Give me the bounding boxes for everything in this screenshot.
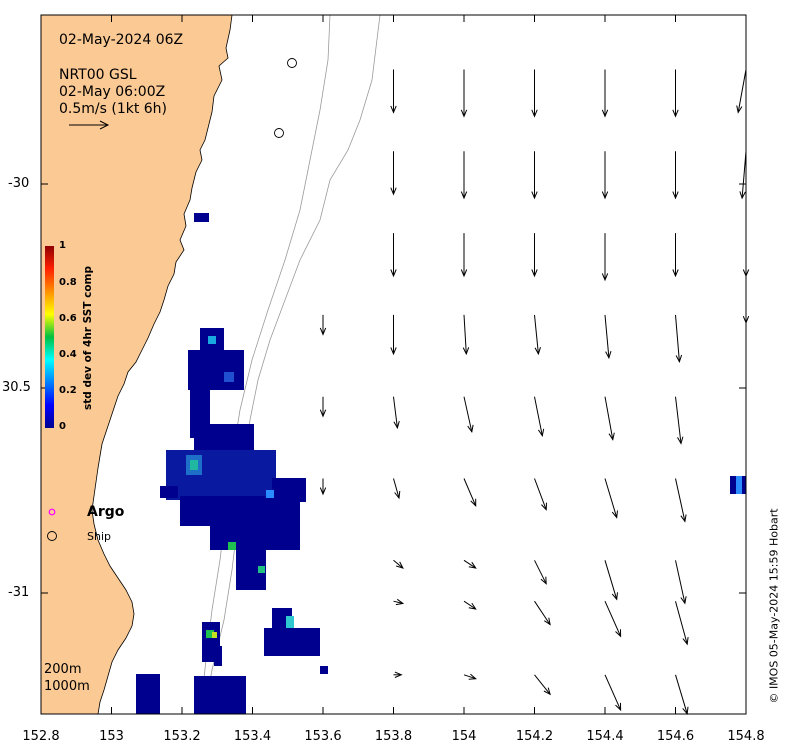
current-vector (393, 478, 401, 500)
colorbar-tick: 0.6 (59, 313, 77, 324)
lon-tick-label: 153.4 (233, 729, 272, 744)
current-vector (393, 559, 404, 569)
current-vector (604, 600, 622, 638)
current-vector (534, 314, 541, 356)
current-vector (390, 69, 397, 114)
current-vector (675, 314, 683, 363)
isobath-200m (199, 14, 331, 715)
current-vector (463, 673, 477, 680)
ship-marker (287, 58, 297, 68)
valid-time: 02-May 06:00Z (59, 84, 166, 100)
current-vector (534, 600, 551, 626)
current-vector (460, 233, 468, 278)
colorbar-tick: 0 (59, 421, 66, 432)
scale-arrow (69, 120, 110, 130)
lon-tick-label: 152.8 (22, 729, 60, 744)
current-vector (531, 151, 538, 200)
lon-tick-label: 153.6 (304, 729, 342, 744)
current-vector (531, 69, 538, 118)
colorbar (45, 246, 54, 428)
current-vector (534, 674, 551, 696)
current-vector (463, 396, 474, 434)
current-vector (672, 151, 679, 200)
lon-tick-label: 154.4 (586, 729, 624, 744)
current-vector (604, 314, 612, 360)
current-vector (460, 151, 468, 200)
map-title: 02-May-2024 06Z (59, 32, 184, 48)
lon-tick-label: 153.8 (374, 729, 413, 744)
lat-tick-label: 30.5 (2, 380, 31, 395)
current-vector (736, 69, 747, 114)
current-vector (390, 151, 397, 196)
current-vector (390, 314, 397, 356)
current-vector (393, 598, 405, 606)
scale-label: 0.5m/s (1kt 6h) (59, 101, 168, 117)
axis-ticks (40, 15, 747, 714)
land-mass (40, 14, 233, 715)
ship-marker (274, 128, 284, 138)
current-vector (531, 233, 538, 278)
current-vector (534, 560, 547, 585)
current-vector (604, 396, 615, 441)
current-vector (463, 600, 477, 610)
current-vector (319, 478, 327, 496)
colorbar-tick: 0.4 (59, 349, 77, 360)
current-vector (601, 233, 609, 282)
current-vector (739, 151, 747, 200)
ship-legend-marker (47, 531, 57, 541)
current-vector (319, 396, 327, 418)
lon-tick-label: 154 (451, 729, 477, 744)
current-vector (463, 559, 477, 569)
current-vector (601, 69, 609, 118)
lat-tick-label: -30 (8, 176, 30, 191)
current-vector (672, 69, 679, 118)
current-vector (604, 560, 618, 601)
credit-text: © IMOS 05-May-2024 15:59 Hobart (767, 508, 781, 704)
colorbar-label: std dev of 4hr SST comp (82, 266, 94, 410)
current-vector (672, 233, 679, 278)
current-vector (675, 601, 689, 646)
current-vector (462, 314, 470, 356)
colorbar-tick: 1 (59, 240, 66, 251)
current-vector (675, 478, 687, 523)
current-vector (534, 478, 547, 511)
colorbar-tick: 0.8 (59, 277, 77, 288)
ship-legend-label: Ship (87, 530, 111, 543)
current-vector (390, 233, 397, 278)
lon-tick-label: 154.8 (727, 729, 765, 744)
current-vectors (319, 69, 750, 716)
argo-legend-marker (48, 508, 56, 516)
lat-tick-label: -31 (8, 585, 30, 600)
product-label: NRT00 GSL (59, 67, 137, 83)
current-vector (319, 314, 327, 336)
current-vector (460, 69, 468, 118)
current-vector (675, 560, 687, 605)
lon-tick-label: 154.2 (515, 729, 554, 744)
current-vector (604, 478, 618, 519)
isobath-1000m (203, 14, 381, 715)
current-vector (393, 671, 403, 678)
lon-tick-label: 153 (99, 729, 124, 744)
isobath-label-200m: 200m (44, 662, 82, 677)
current-vector (604, 674, 622, 712)
lon-tick-label: 153.2 (163, 729, 201, 744)
current-vector (393, 396, 400, 430)
current-vector (463, 478, 477, 507)
isobath-label-1000m: 1000m (44, 679, 90, 694)
current-vector (601, 151, 609, 200)
current-vector (534, 396, 545, 437)
lon-tick-label: 154.6 (656, 729, 695, 744)
sst-patches (136, 213, 746, 714)
argo-legend-label: Argo (87, 504, 125, 520)
colorbar-tick: 0.2 (59, 385, 77, 396)
current-vector (675, 396, 684, 445)
